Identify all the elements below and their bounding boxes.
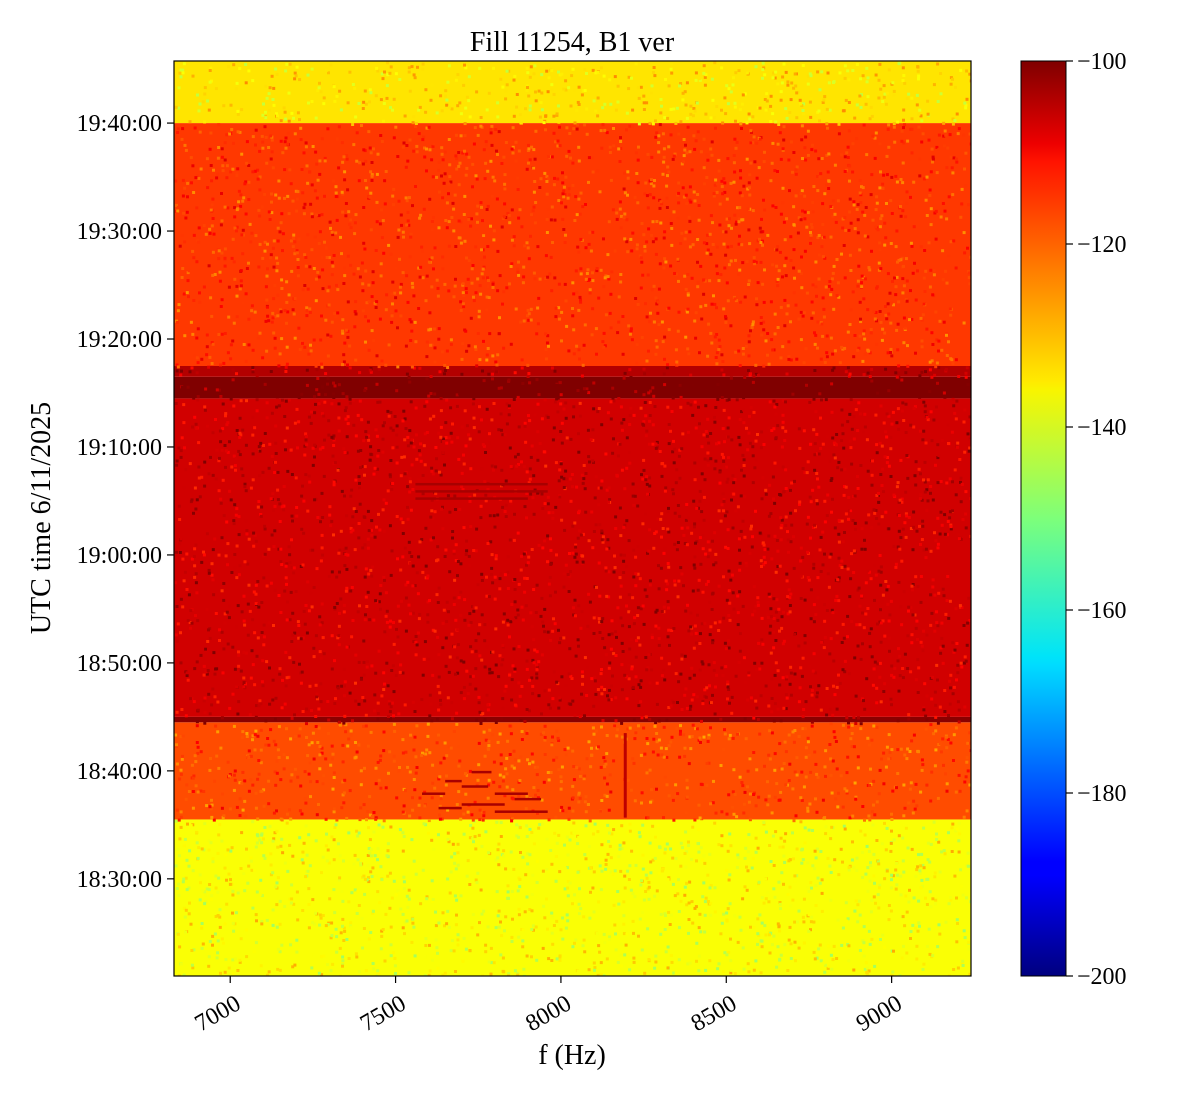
y-tick-label-0: 18:30:00 [77,867,162,893]
band-texture-1 [174,722,971,823]
colorbar [1020,60,1067,977]
time-band-7 [174,61,971,124]
time-band-0 [174,819,971,976]
feature-streak-2 [422,792,446,795]
feature-streak-10 [415,490,548,493]
feature-streak-5 [461,803,505,806]
x-tick-label-1: 7500 [356,991,411,1038]
band-texture-6 [174,123,971,369]
y-tick-label-3: 19:00:00 [77,543,162,569]
y-tick-label-1: 18:40:00 [77,759,162,785]
feature-vertical-line [623,733,627,818]
feature-streak-6 [494,810,548,813]
band-texture-3 [174,398,971,720]
x-tick-label-4: 9000 [852,991,907,1038]
chart-title: Fill 11254, B1 ver [470,27,675,58]
feature-streak-3 [494,792,528,795]
colorbar-axis: −200 −180 −160 −140 −120 −100 [1066,49,1127,990]
colorbar-tick-label-3: −140 [1077,415,1127,441]
colorbar-tick-label-4: −120 [1077,232,1127,258]
time-band-4 [174,376,971,399]
x-tick-label-0: 7000 [191,991,246,1038]
band-texture-7 [174,61,971,126]
feature-streak-8 [471,770,492,774]
x-tick-label-2: 8000 [521,991,576,1038]
colorbar-tick-label-5: −100 [1077,49,1127,75]
feature-streak-9 [415,482,548,486]
y-tick-label-5: 19:20:00 [77,327,162,353]
time-band-2 [174,716,971,723]
y-tick-label-6: 19:30:00 [77,219,162,245]
colorbar-tick-label-0: −200 [1077,964,1127,990]
band-texture-5 [175,366,971,380]
feature-streak-4 [514,797,542,801]
band-texture-2 [195,716,961,726]
plot-area [174,61,971,976]
colorbar-tick-label-2: −160 [1077,598,1127,624]
time-band-5 [174,366,971,377]
time-band-1 [174,722,971,820]
y-tick-label-4: 19:10:00 [77,435,162,461]
feature-streak-11 [415,497,528,500]
y-tick-label-7: 19:40:00 [77,111,162,137]
y-axis-label: UTC time 6/11/2025 [26,402,57,634]
feature-streak-0 [445,779,462,783]
x-axis-label: f (Hz) [538,1040,606,1071]
x-tick-label-3: 8500 [687,991,742,1038]
feature-streak-1 [461,785,489,788]
band-texture-0 [174,819,971,976]
noise-layer [174,61,971,976]
plot-frame [173,60,972,977]
y-tick-label-2: 18:50:00 [77,651,162,677]
band-texture-4 [174,376,970,402]
feature-layer [415,482,627,818]
y-axis: 18:30:00 18:40:00 18:50:00 19:00:00 19:10:00… [77,111,174,893]
x-axis: 7000 7500 8000 8500 9000 [191,976,907,1037]
colorbar-tick-label-1: −180 [1077,781,1127,807]
feature-streak-7 [438,806,462,810]
